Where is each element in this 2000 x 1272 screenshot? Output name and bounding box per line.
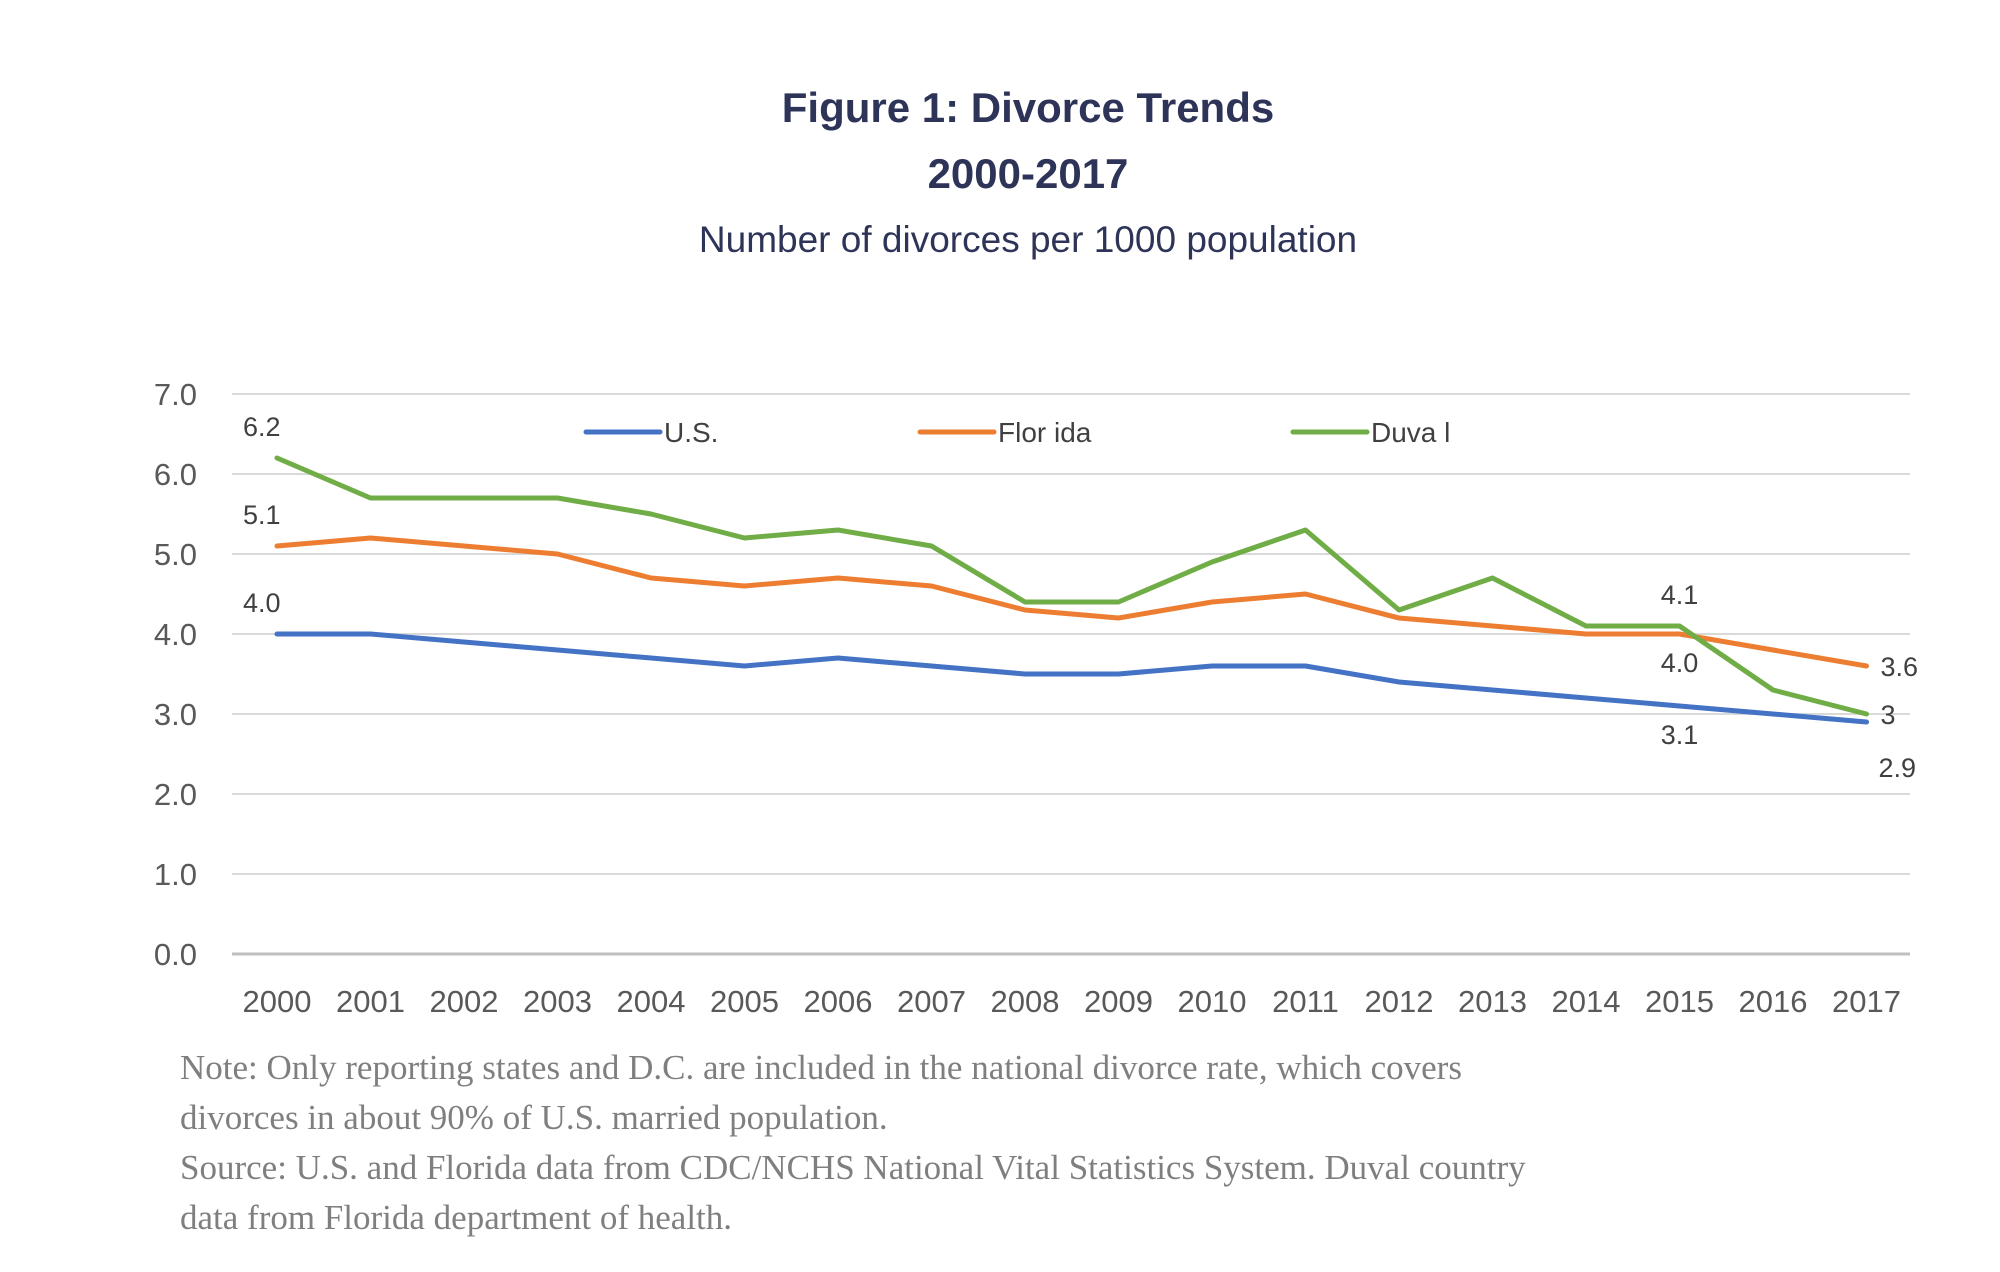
y-tick-label: 3.0 (154, 697, 197, 732)
series-lines (274, 455, 1869, 725)
x-tick-label: 2001 (336, 984, 405, 1019)
x-tick-label: 2014 (1552, 984, 1621, 1019)
data-label: 4.0 (243, 588, 281, 618)
x-tick-label: 2012 (1365, 984, 1434, 1019)
y-tick-label: 1.0 (154, 857, 197, 892)
data-label: 5.1 (243, 500, 281, 530)
y-tick-label: 4.0 (154, 617, 197, 652)
y-tick-label: 6.0 (154, 457, 197, 492)
legend: U.S. Flor ida Duva l (583, 417, 1450, 448)
legend-label: Flor ida (998, 417, 1092, 448)
legend-label: Duva l (1371, 417, 1450, 448)
series-line-duval (274, 455, 1869, 717)
y-axis-tick-labels: 0.0 1.0 2.0 3.0 4.0 5.0 6.0 7.0 (154, 377, 197, 972)
x-tick-label: 2002 (430, 984, 499, 1019)
x-tick-label: 2013 (1458, 984, 1527, 1019)
source-line-1: Source: U.S. and Florida data from CDC/N… (180, 1148, 1526, 1187)
data-label: 3 (1881, 700, 1896, 730)
series-line-florida (274, 535, 1869, 669)
x-tick-label: 2009 (1084, 984, 1153, 1019)
x-tick-label: 2000 (243, 984, 312, 1019)
chart-subtitle: Number of divorces per 1000 population (699, 219, 1357, 260)
x-tick-label: 2016 (1739, 984, 1808, 1019)
x-tick-label: 2003 (523, 984, 592, 1019)
note-line-2: divorces in about 90% of U.S. married po… (180, 1098, 888, 1137)
data-label: 3.6 (1881, 652, 1919, 682)
y-tick-label: 7.0 (154, 377, 197, 412)
x-tick-label: 2008 (991, 984, 1060, 1019)
data-label: 3.1 (1661, 720, 1699, 750)
y-tick-label: 2.0 (154, 777, 197, 812)
x-axis-tick-labels: 2000 2001 2002 2003 2004 2005 2006 2007 2008 2009… (243, 984, 1901, 1019)
x-tick-label: 2006 (804, 984, 873, 1019)
x-tick-label: 2007 (897, 984, 966, 1019)
x-tick-label: 2015 (1645, 984, 1714, 1019)
source-line-2: data from Florida department of health. (180, 1198, 733, 1237)
data-label: 2.9 (1879, 753, 1917, 783)
x-tick-label: 2011 (1272, 984, 1339, 1019)
chart-title: Figure 1: Divorce Trends (782, 84, 1274, 131)
y-tick-label: 5.0 (154, 537, 197, 572)
x-tick-label: 2017 (1832, 984, 1901, 1019)
x-tick-label: 2005 (710, 984, 779, 1019)
y-tick-label: 0.0 (154, 937, 197, 972)
legend-label: U.S. (664, 417, 718, 448)
series-line-us (274, 631, 1869, 725)
data-label: 6.2 (243, 412, 281, 442)
data-label: 4.1 (1661, 580, 1699, 610)
data-label: 4.0 (1661, 648, 1699, 678)
data-labels: 6.2 5.1 4.0 4.1 4.0 3.1 3.6 3 2.9 (243, 412, 1918, 783)
chart-title-years: 2000-2017 (928, 150, 1129, 197)
x-tick-label: 2004 (617, 984, 686, 1019)
chart-note: Note: Only reporting states and D.C. are… (180, 1043, 1820, 1243)
x-tick-label: 2010 (1178, 984, 1247, 1019)
note-line-1: Note: Only reporting states and D.C. are… (180, 1048, 1462, 1087)
